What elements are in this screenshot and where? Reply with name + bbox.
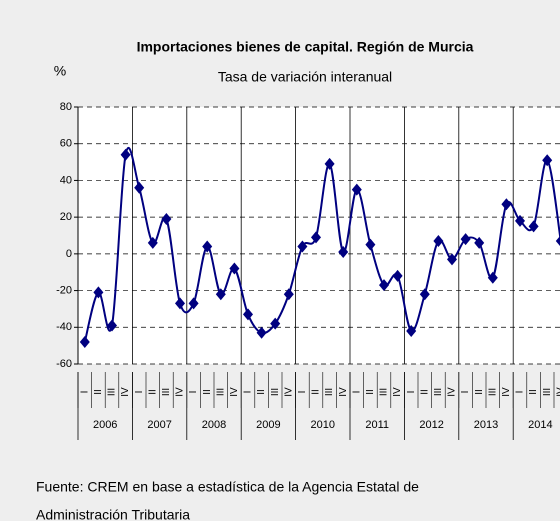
- year-label: 2007: [147, 419, 171, 431]
- marker: [79, 335, 90, 348]
- marker: [297, 240, 308, 253]
- x-tick-label: IV: [447, 387, 458, 397]
- x-tick-label: III: [215, 388, 226, 396]
- x-tick-label: IV: [338, 387, 349, 397]
- x-tick-label: IV: [283, 387, 294, 397]
- x-tick-label: II: [202, 389, 213, 395]
- marker: [215, 288, 226, 301]
- y-tick-label: -20: [56, 284, 72, 296]
- marker: [270, 317, 281, 330]
- x-tick-label: III: [107, 388, 118, 396]
- x-tick-label: III: [324, 388, 335, 396]
- year-label: 2011: [365, 419, 389, 431]
- marker: [93, 286, 104, 299]
- x-tick-label: I: [515, 391, 526, 394]
- y-tick-label: -60: [56, 358, 72, 370]
- x-tick-label: III: [542, 388, 553, 396]
- marker: [243, 308, 253, 321]
- x-tick-label: II: [474, 389, 485, 395]
- x-tick-label: III: [487, 388, 498, 396]
- x-tick-label: III: [270, 388, 281, 396]
- marker: [175, 297, 185, 310]
- x-tick-label: II: [147, 389, 158, 395]
- marker: [419, 288, 430, 301]
- marker: [542, 154, 553, 167]
- x-tick-label: II: [365, 389, 376, 395]
- marker: [202, 240, 213, 253]
- x-tick-label: I: [243, 391, 254, 394]
- marker: [107, 319, 117, 332]
- marker: [351, 183, 362, 196]
- marker: [311, 231, 321, 244]
- y-tick-label: 20: [60, 211, 72, 223]
- x-tick-label: IV: [175, 387, 186, 397]
- x-tick-label: II: [419, 389, 430, 395]
- y-axis-label: %: [54, 63, 66, 79]
- marker: [474, 236, 485, 249]
- marker: [188, 297, 199, 310]
- marker: [365, 238, 376, 251]
- source: Fuente: CREM en base a estadística de la…: [36, 479, 419, 495]
- x-tick-label: IV: [120, 387, 131, 397]
- marker: [338, 246, 349, 259]
- marker: [392, 269, 403, 282]
- chart-subtitle: Tasa de variación interanual: [218, 69, 392, 85]
- x-tick-label: II: [256, 389, 267, 395]
- x-tick-label: I: [351, 391, 362, 394]
- x-tick-label: I: [460, 391, 471, 394]
- marker: [433, 235, 444, 248]
- x-tick-label: I: [79, 391, 90, 394]
- marker: [147, 236, 158, 249]
- y-tick-label: -40: [56, 321, 72, 333]
- x-tick-label: III: [433, 388, 444, 396]
- marker: [447, 253, 457, 266]
- marker: [515, 214, 525, 227]
- marker: [324, 157, 335, 170]
- source: Administración Tributaria: [36, 507, 190, 521]
- x-tick-label: I: [297, 391, 308, 394]
- x-tick-label: I: [188, 391, 199, 394]
- marker: [120, 148, 131, 161]
- year-label: 2009: [256, 419, 280, 431]
- x-tick-label: I: [406, 391, 417, 394]
- x-tick-label: II: [311, 389, 322, 395]
- x-tick-label: IV: [392, 387, 403, 397]
- marker: [379, 279, 389, 292]
- marker: [501, 198, 512, 211]
- year-label: 2013: [474, 419, 498, 431]
- x-tick-label: II: [93, 389, 104, 395]
- y-tick-label: 60: [60, 138, 72, 150]
- x-tick-label: III: [161, 388, 172, 396]
- marker: [528, 220, 539, 233]
- year-label: 2008: [202, 419, 226, 431]
- y-tick-label: 40: [60, 174, 72, 186]
- marker: [161, 212, 172, 225]
- marker: [555, 235, 560, 247]
- marker: [406, 324, 417, 337]
- marker: [134, 181, 145, 194]
- x-tick-label: IV: [501, 387, 512, 397]
- year-label: 2014: [528, 419, 552, 431]
- marker: [229, 262, 240, 275]
- y-tick-label: 80: [60, 101, 72, 113]
- year-label: 2012: [419, 419, 443, 431]
- x-tick-label: IV: [555, 387, 560, 397]
- x-tick-label: II: [528, 389, 539, 395]
- x-tick-label: IV: [229, 387, 240, 397]
- chart-title: Importaciones bienes de capital. Región …: [137, 39, 474, 55]
- year-label: 2006: [93, 419, 117, 431]
- year-label: 2010: [311, 419, 335, 431]
- marker: [487, 271, 498, 284]
- x-tick-label: III: [379, 388, 390, 396]
- x-tick-label: I: [134, 391, 145, 394]
- marker: [460, 233, 471, 246]
- marker: [256, 326, 267, 339]
- marker: [283, 288, 294, 301]
- y-tick-label: 0: [66, 248, 72, 260]
